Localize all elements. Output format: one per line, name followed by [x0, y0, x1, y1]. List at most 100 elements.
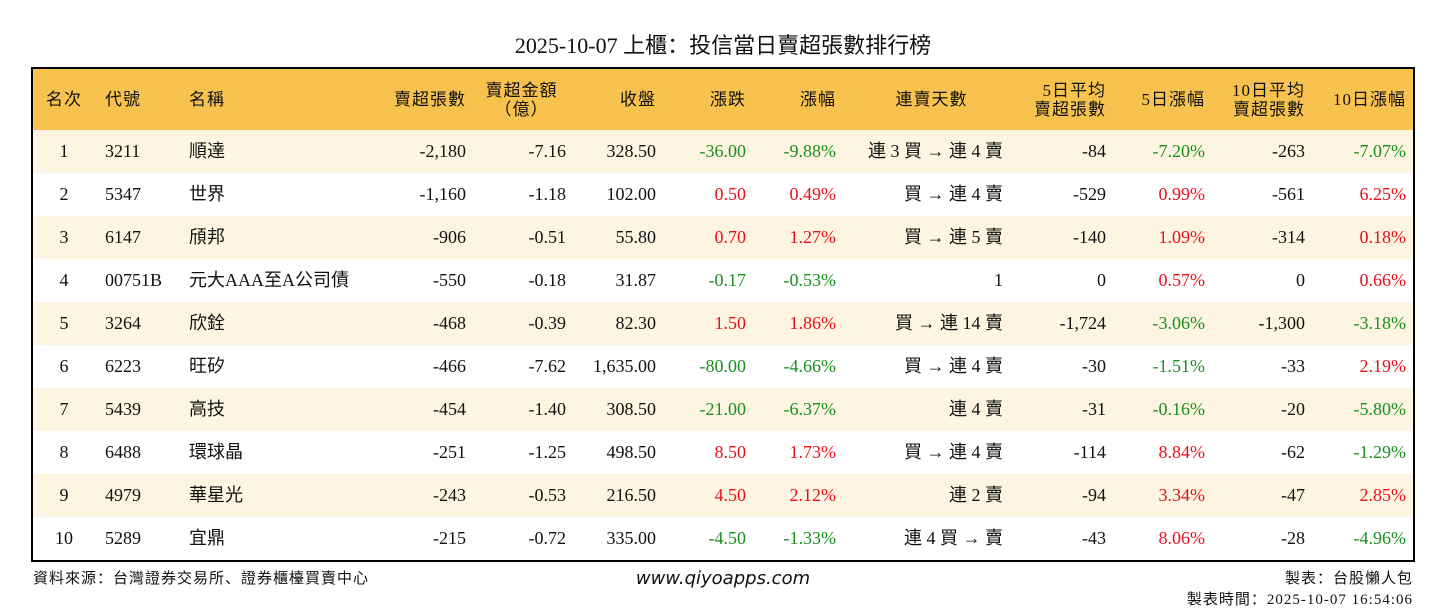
table-cell: 旺矽	[189, 356, 225, 376]
table-cell: 308.50	[606, 399, 657, 419]
table-cell: -7.16	[528, 141, 567, 161]
table-cell: 9	[59, 485, 69, 505]
table-row: 2 5347 世界 -1,160 -1.18 102.00 0.50 0.49% 買 → 連 4…	[33, 173, 1413, 216]
table-cell: 31.87	[615, 270, 657, 290]
table-cell: 82.30	[615, 313, 657, 333]
table-cell: 8	[59, 442, 69, 462]
table-cell: 328.50	[606, 141, 657, 161]
table-cell: -6.37%	[783, 399, 837, 419]
table-cell: -28	[1281, 528, 1305, 548]
table-cell: -314	[1272, 227, 1305, 247]
table-cell: 4979	[105, 485, 141, 505]
table-cell: -466	[433, 356, 466, 376]
table-cell: 2	[59, 184, 69, 204]
table-row: 3 6147 頎邦 -906 -0.51 55.80 0.70 1.27% 買 → 連 5 賣 -…	[33, 216, 1413, 259]
header-cell: 連賣天數	[895, 90, 968, 109]
table-row: 8 6488 環球晶 -251 -1.25 498.50 8.50 1.73% 買 → 連 4 …	[33, 431, 1413, 474]
table-cell: -1,300	[1258, 313, 1306, 333]
header-cell: 10日漲幅	[1333, 90, 1406, 109]
table-cell: 0.57%	[1158, 270, 1206, 290]
table-cell: -33	[1281, 356, 1305, 376]
table-cell: 335.00	[606, 528, 657, 548]
table-cell: 1.09%	[1158, 227, 1206, 247]
table-cell: -1.51%	[1152, 356, 1206, 376]
table-cell: 6	[59, 356, 69, 376]
table-cell: -550	[433, 270, 466, 290]
header-cell: 10日平均 賣超張數	[1232, 80, 1305, 119]
table-cell: -561	[1272, 184, 1305, 204]
timestamp: 製表時間：2025-10-07 16:54:06	[1186, 592, 1413, 608]
table-cell: -7.20%	[1152, 141, 1206, 161]
table-cell: 6147	[105, 227, 141, 247]
header-cell: 名次	[46, 90, 82, 109]
table-cell: 買 → 連 14 賣	[895, 313, 1003, 333]
header-cell: 5日漲幅	[1141, 90, 1205, 109]
table-cell: 2.12%	[789, 485, 837, 505]
table-cell: -263	[1272, 141, 1305, 161]
table-cell: 買 → 連 4 賣	[904, 356, 1003, 376]
table-cell: -30	[1082, 356, 1106, 376]
table-cell: 1	[994, 270, 1003, 290]
table-cell: 10	[55, 528, 73, 548]
table-cell: 5	[59, 313, 69, 333]
table-cell: 3.34%	[1158, 485, 1206, 505]
table-cell: 連 4 買 → 賣	[904, 528, 1003, 548]
table-cell: -84	[1082, 141, 1106, 161]
table-cell: 1.50	[714, 313, 747, 333]
table-cell: -243	[433, 485, 466, 505]
table: 名次 代號 名稱 賣超張數 賣超金額 （億） 收盤 漲跌 漲幅 連賣天數 5日平均 賣超張數 5日漲…	[31, 67, 1415, 562]
table-cell: 0.99%	[1158, 184, 1206, 204]
table-cell: 8.84%	[1158, 442, 1206, 462]
table-cell: -7.62	[528, 356, 567, 376]
table-cell: 5289	[105, 528, 141, 548]
source: 資料來源：台灣證券交易所、證券櫃檯買賣中心	[33, 571, 370, 587]
table-cell: -7.07%	[1353, 141, 1407, 161]
title: 2025-10-07 上櫃：投信當日賣超張數排行榜	[514, 33, 932, 58]
table-cell: 買 → 連 4 賣	[904, 184, 1003, 204]
table-row: 10 5289 宜鼎 -215 -0.72 335.00 -4.50 -1.33% 連 4 買 …	[33, 517, 1413, 560]
author: 製表：台股懶人包	[1284, 571, 1413, 587]
table-cell: -94	[1082, 485, 1106, 505]
table-cell: 102.00	[606, 184, 657, 204]
table-cell: -1.18	[528, 184, 567, 204]
table-cell: 6223	[105, 356, 141, 376]
table-cell: -1.29%	[1353, 442, 1407, 462]
table-cell: 1,635.00	[593, 356, 656, 376]
table-cell: 0.70	[714, 227, 747, 247]
table-cell: -1.25	[528, 442, 567, 462]
table-cell: 7	[59, 399, 69, 419]
table-cell: 8.50	[714, 442, 747, 462]
table-cell: 3211	[105, 141, 141, 161]
table-cell: -4.96%	[1353, 528, 1407, 548]
table-cell: 0	[1296, 270, 1305, 290]
table-cell: 2.19%	[1359, 356, 1407, 376]
table-cell: 216.50	[606, 485, 657, 505]
table-row: 9 4979 華星光 -243 -0.53 216.50 4.50 2.12% 連 2 賣 -94…	[33, 474, 1413, 517]
table-cell: -3.18%	[1353, 313, 1407, 333]
table-cell: -251	[433, 442, 466, 462]
table-cell: -454	[433, 399, 466, 419]
table-cell: 1.27%	[789, 227, 837, 247]
table-cell: -43	[1082, 528, 1106, 548]
table-cell: 買 → 連 4 賣	[904, 442, 1003, 462]
table-cell: -0.39	[528, 313, 567, 333]
table-cell: 元大AAA至A公司債	[189, 270, 349, 290]
table-row: 1 3211 順達 -2,180 -7.16 328.50 -36.00 -9.88% 連 3 …	[33, 130, 1413, 173]
table-cell: 5439	[105, 399, 141, 419]
header-cell: 收盤	[620, 90, 656, 109]
table-cell: -21.00	[699, 399, 747, 419]
table-cell: 00751B	[105, 270, 163, 290]
table-cell: 頎邦	[189, 227, 225, 247]
table-cell: 環球晶	[189, 442, 243, 462]
table-cell: 欣銓	[189, 313, 225, 333]
table-cell: 4.50	[714, 485, 747, 505]
table-cell: 498.50	[606, 442, 657, 462]
table-cell: 買 → 連 5 賣	[904, 227, 1003, 247]
table-cell: -0.18	[528, 270, 567, 290]
table-cell: -1,160	[419, 184, 467, 204]
table-cell: 0.18%	[1359, 227, 1407, 247]
table-cell: -62	[1281, 442, 1305, 462]
table-cell: -0.51	[528, 227, 567, 247]
header-cell: 賣超金額 （億）	[485, 80, 558, 119]
